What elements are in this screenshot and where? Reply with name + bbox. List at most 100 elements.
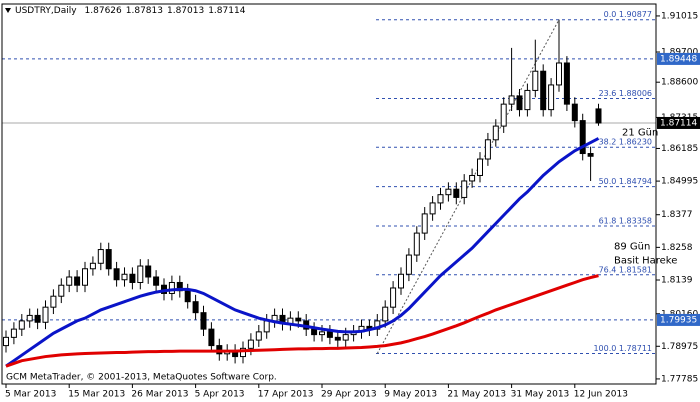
candle-body bbox=[129, 273, 136, 283]
candle-body bbox=[97, 249, 104, 264]
x-tick-label: 21 May 2013 bbox=[447, 390, 506, 400]
y-tick-label: 1.8258 bbox=[661, 243, 693, 253]
candle-body bbox=[492, 125, 499, 141]
y-tick-label: 1.77785 bbox=[661, 374, 698, 384]
candle-body bbox=[421, 213, 428, 234]
candle-body bbox=[484, 139, 491, 160]
candle-body bbox=[461, 180, 468, 198]
fib-label: 0.0 1.90877 bbox=[604, 10, 652, 19]
candle-body bbox=[295, 317, 302, 322]
fib-label: 23.6 1.88006 bbox=[599, 89, 652, 98]
candle-body bbox=[413, 232, 420, 256]
candle-body bbox=[319, 331, 325, 336]
candle-body bbox=[50, 295, 57, 308]
candle-body bbox=[311, 328, 318, 336]
candle-body bbox=[42, 306, 49, 323]
plot-area: 0.0 1.90877 23.6 1.88006 38.2 1.86230 50.0 … bbox=[2, 10, 656, 368]
candle-body bbox=[58, 284, 65, 297]
candle-body bbox=[121, 273, 128, 281]
plot-frame bbox=[1, 3, 657, 385]
y-tick-label: 1.84995 bbox=[661, 177, 698, 187]
candle-body bbox=[469, 174, 476, 182]
candle-body bbox=[247, 339, 254, 349]
candle-body bbox=[192, 301, 199, 314]
candle-body bbox=[326, 331, 333, 338]
candle-body bbox=[153, 276, 160, 286]
candle-body bbox=[34, 314, 41, 323]
candle-body bbox=[208, 328, 215, 347]
price-box bbox=[657, 116, 700, 129]
fib-label: 100.0 1.78711 bbox=[593, 344, 652, 353]
level-box bbox=[657, 52, 700, 65]
y-tick-label: 1.88600 bbox=[661, 78, 698, 88]
candle-body bbox=[113, 268, 120, 281]
x-tick-label: 26 Mar 2013 bbox=[131, 390, 188, 400]
candle-body bbox=[500, 103, 507, 127]
moving-average bbox=[5, 137, 600, 368]
candle-body bbox=[105, 249, 112, 270]
level-box bbox=[657, 313, 700, 326]
candle-body bbox=[524, 89, 531, 111]
candle-body bbox=[3, 336, 9, 347]
candle-body bbox=[184, 290, 191, 303]
candle-body bbox=[18, 320, 25, 330]
x-tick-label: 9 May 2013 bbox=[384, 390, 437, 400]
candle-body bbox=[255, 331, 262, 341]
candle-body bbox=[200, 312, 207, 330]
candle-body bbox=[563, 62, 570, 105]
candle-body bbox=[342, 334, 349, 341]
fib-label: 76.4 1.81581 bbox=[599, 265, 652, 274]
candle-body bbox=[398, 273, 404, 289]
y-tick-label: 1.86185 bbox=[661, 144, 698, 154]
y-tick-label: 1.89700 bbox=[661, 48, 698, 58]
candle-body bbox=[437, 194, 444, 204]
footer: GCM MetaTrader, © 2001-2013, MetaQuotes … bbox=[6, 373, 277, 383]
candle-body bbox=[429, 202, 436, 215]
fib-label: 50.0 1.84794 bbox=[599, 177, 652, 186]
candle-body bbox=[74, 276, 81, 286]
candle-body bbox=[587, 153, 594, 157]
y-tick-label: 1.8377 bbox=[661, 210, 693, 220]
x-tick-label: 31 May 2013 bbox=[511, 390, 570, 400]
candle-body bbox=[137, 265, 144, 283]
candle-body bbox=[540, 70, 547, 111]
annotation: Basit Hareke bbox=[614, 256, 677, 267]
candle-body bbox=[390, 287, 397, 308]
fib-trend bbox=[376, 19, 560, 354]
candle-body bbox=[571, 103, 578, 122]
symbol-icon bbox=[5, 8, 11, 13]
candle-body bbox=[82, 268, 88, 286]
candle-body bbox=[382, 306, 389, 322]
candle-body bbox=[240, 347, 246, 358]
candle-body bbox=[508, 95, 515, 105]
ma-label: 89 Gün bbox=[614, 242, 650, 253]
candle-body bbox=[89, 262, 96, 270]
candle-body bbox=[168, 281, 175, 294]
candle-body bbox=[532, 70, 539, 91]
y-tick-label: 1.78975 bbox=[661, 342, 698, 352]
y-tick-label: 1.91015 bbox=[661, 11, 698, 21]
candle-body bbox=[405, 254, 412, 275]
header: USDTRY,Daily 1.87626 1.87813 1.87013 1.87114 bbox=[15, 6, 246, 16]
candle-body bbox=[548, 84, 555, 111]
x-tick-label: 5 Apr 2013 bbox=[195, 390, 245, 400]
candle-body bbox=[263, 320, 270, 333]
candle-body bbox=[66, 276, 73, 286]
ma-label: 21 Gün bbox=[622, 127, 658, 138]
candle-body bbox=[26, 314, 33, 322]
x-tick-label: 17 Apr 2013 bbox=[258, 390, 314, 400]
y-tick-label: 1.8139 bbox=[661, 276, 693, 286]
candle-body bbox=[516, 95, 523, 111]
footer-bg bbox=[4, 371, 266, 383]
moving-average bbox=[5, 274, 599, 368]
candle-body bbox=[595, 108, 602, 124]
candle-body bbox=[477, 158, 483, 176]
level-label: 1.89448 bbox=[660, 54, 697, 64]
price-label: 1.87114 bbox=[660, 118, 697, 128]
x-tick-label: 15 Mar 2013 bbox=[68, 390, 125, 400]
candle-body bbox=[556, 62, 562, 86]
candle-body bbox=[453, 188, 460, 198]
x-tick-label: 5 Mar 2013 bbox=[5, 390, 56, 400]
